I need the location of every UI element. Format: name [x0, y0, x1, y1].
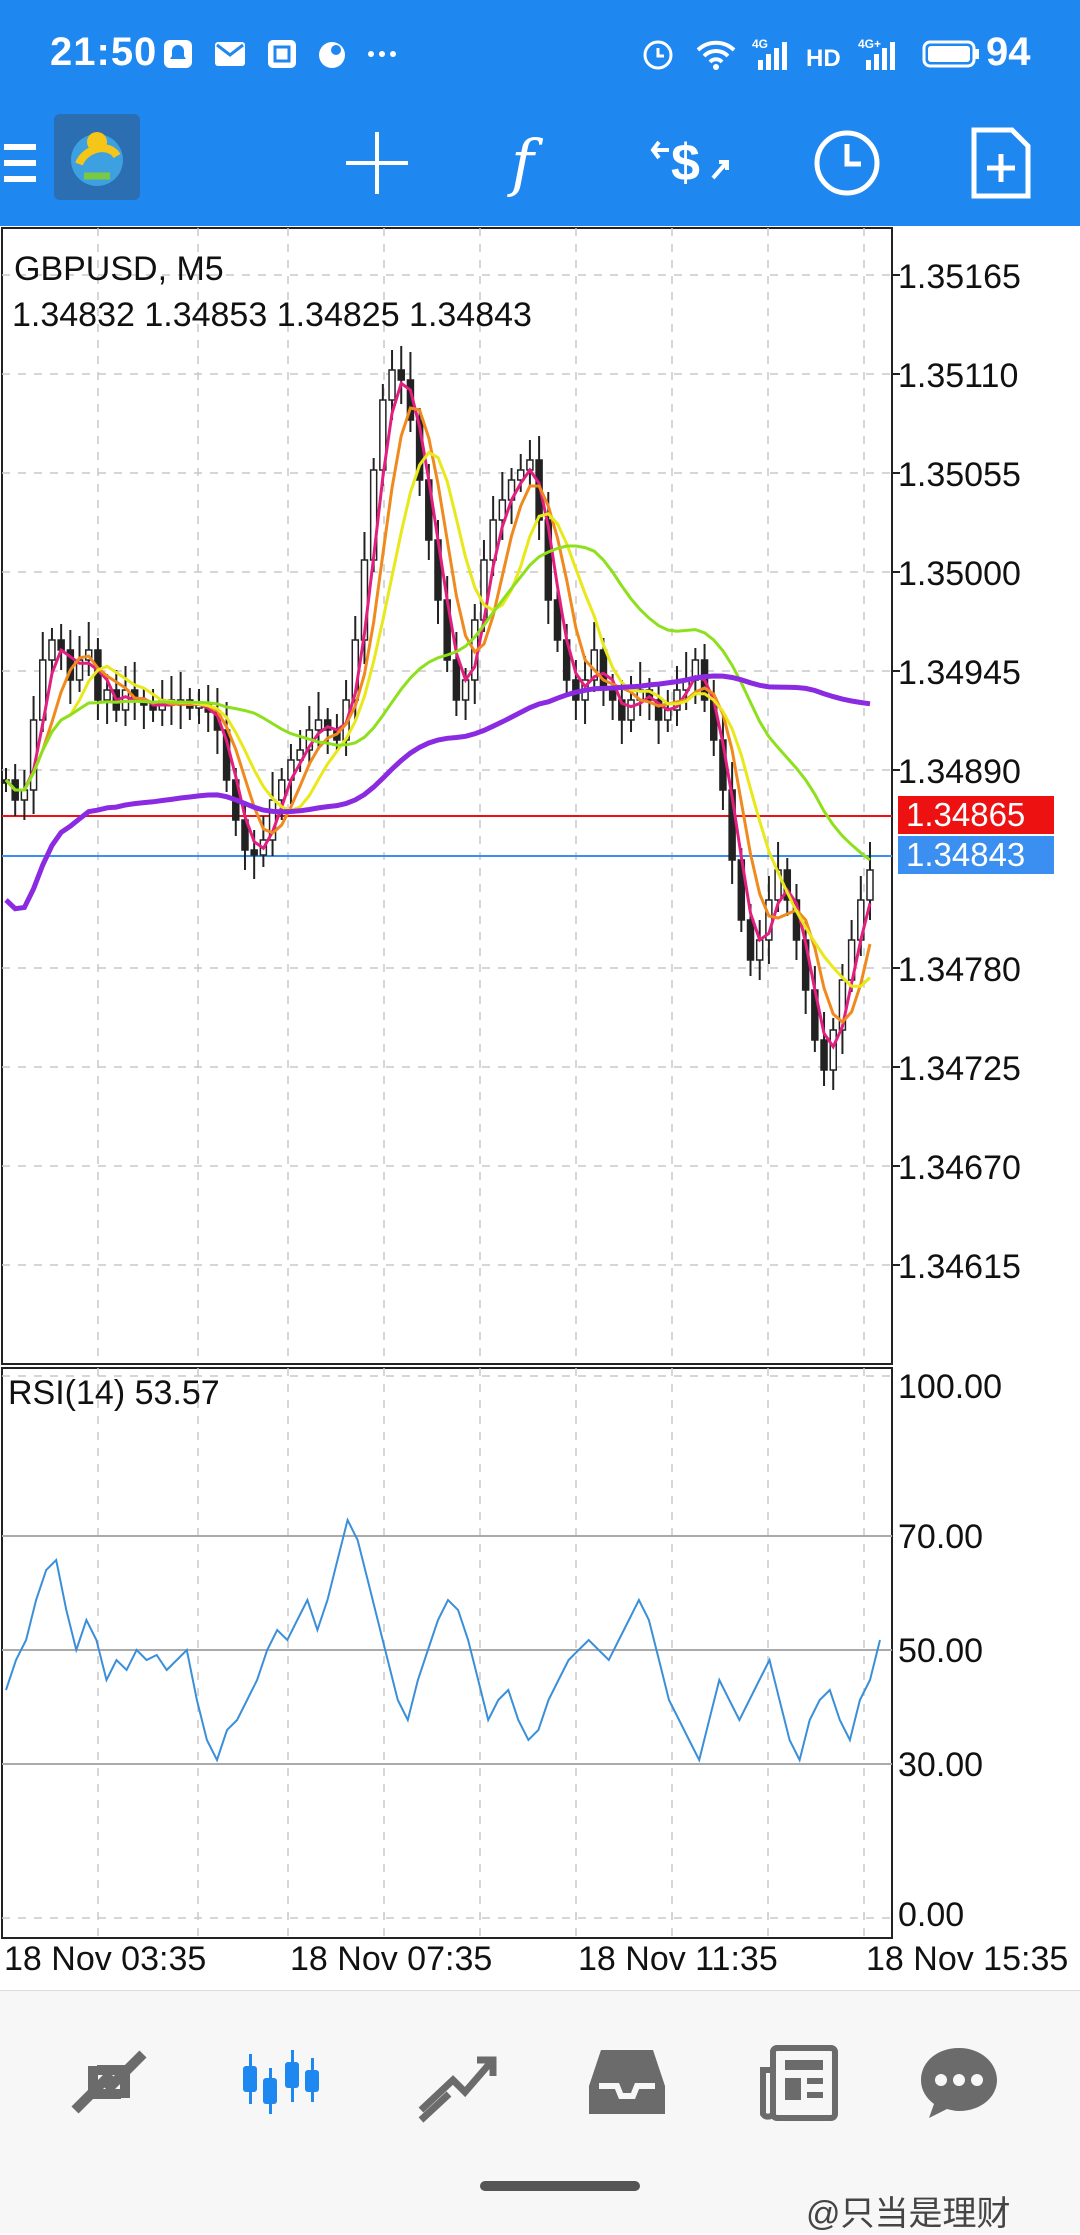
candle-body [277, 779, 286, 801]
candles-icon [243, 2050, 319, 2114]
price-tick: 1.34670 [898, 1149, 1021, 1187]
history-tab[interactable] [572, 2027, 682, 2137]
crosshair-icon[interactable] [332, 118, 422, 208]
function-icon[interactable]: f [488, 118, 578, 208]
clock-icon[interactable] [802, 118, 892, 208]
price-tick: 1.35110 [898, 357, 1019, 395]
home-indicator[interactable] [480, 2181, 640, 2191]
symbol-title: GBPUSD, M5 [14, 250, 224, 288]
chart-tab[interactable] [226, 2027, 336, 2137]
battery-icon [922, 40, 979, 68]
candle-body [553, 599, 562, 641]
status-time: 21:50 [50, 30, 158, 74]
candle-body [397, 369, 405, 381]
inbox-icon [589, 2050, 665, 2114]
candle-body [820, 1039, 828, 1071]
top-bar: 21:50 4G HD 4G+ 94 f $ [0, 0, 1080, 226]
candle-body [516, 469, 525, 481]
candle-body [314, 719, 323, 731]
time-label: 18 Nov 03:35 [4, 1940, 207, 1978]
news-icon [760, 2045, 838, 2121]
candle-body [103, 689, 111, 701]
svg-text:4G: 4G [752, 37, 768, 51]
candle-body [599, 649, 608, 691]
signal-4g-plus-icon: 4G+ [858, 37, 895, 70]
chart-area[interactable]: GBPUSD, M5 1.34832 1.34853 1.34825 1.348… [0, 226, 1080, 1990]
rsi-tick: 0.00 [898, 1896, 965, 1934]
chat-tab[interactable] [904, 2027, 1014, 2137]
svg-text:f: f [507, 128, 544, 198]
more-icon [368, 51, 396, 57]
signal-4g-icon: 4G [752, 37, 787, 70]
candle-body [654, 699, 663, 721]
time-label: 18 Nov 11:35 [578, 1940, 778, 1978]
main-pane-frame [1, 227, 893, 1365]
trend-icon [418, 2056, 497, 2123]
candle-body [829, 1029, 837, 1071]
candle-body [498, 499, 507, 521]
svg-text:$: $ [671, 134, 700, 192]
rsi-tick: 100.00 [898, 1368, 1002, 1406]
price-tick: 1.34890 [898, 753, 1021, 791]
alarm-icon [643, 40, 673, 70]
candle-body [627, 699, 635, 721]
bid-price-tag: 1.34843 [898, 836, 1054, 874]
price-tick: 1.34615 [898, 1248, 1021, 1286]
wifi-icon [696, 40, 736, 70]
rsi-tick: 30.00 [898, 1746, 984, 1784]
candle-body [461, 679, 470, 701]
price-tick: 1.34725 [898, 1050, 1021, 1088]
mail-icon [215, 42, 245, 66]
time-label: 18 Nov 07:35 [290, 1940, 493, 1978]
rsi-pane-frame [1, 1367, 893, 1939]
moving-average-line [4, 450, 872, 988]
candle-body [746, 919, 755, 961]
arrows-icon [71, 2050, 147, 2114]
candle-body [388, 369, 396, 401]
candle-body [48, 639, 56, 661]
candle-body [755, 939, 764, 961]
status-bar: 21:50 4G HD 4G+ 94 [0, 0, 1080, 108]
rsi-tick: 70.00 [898, 1518, 984, 1556]
price-tick: 1.35165 [898, 258, 1021, 296]
app-logo[interactable] [52, 112, 142, 202]
svg-text:4G+: 4G+ [858, 37, 881, 51]
price-tick: 1.35055 [898, 456, 1021, 494]
moving-average-line [4, 544, 871, 862]
watermark: @只当是理财 [806, 2195, 1011, 2233]
rsi-title: RSI(14) 53.57 [8, 1374, 220, 1412]
price-tick: 1.35000 [898, 555, 1021, 593]
cloud-icon [319, 42, 345, 68]
hd-icon: HD [806, 45, 841, 72]
rsi-line [5, 1517, 881, 1763]
candle-body [608, 689, 617, 701]
rsi-tick: 50.00 [898, 1632, 984, 1670]
app-icon [268, 40, 296, 68]
ohlc-values: 1.34832 1.34853 1.34825 1.34843 [12, 296, 532, 334]
battery-level: 94 [986, 30, 1031, 74]
candle-body [323, 719, 332, 731]
candle-body [94, 649, 102, 701]
trade-tab[interactable] [400, 2027, 510, 2137]
new-order-icon[interactable] [956, 118, 1046, 208]
chart-toolbar: f $ [0, 108, 1080, 226]
candle-body [866, 869, 874, 901]
menu-icon[interactable] [0, 118, 40, 208]
trade-icon[interactable]: $ [646, 118, 736, 208]
chat-icon [921, 2048, 997, 2118]
bottom-navigation [0, 1990, 1080, 2233]
ask-price-tag: 1.34865 [898, 796, 1054, 834]
quotes-tab[interactable] [54, 2027, 164, 2137]
candle-body [452, 659, 461, 701]
notification-icon [164, 40, 192, 68]
candle-body [250, 849, 258, 856]
price-chart-svg[interactable] [0, 226, 1080, 1990]
news-tab[interactable] [744, 2027, 854, 2137]
price-tick: 1.34780 [898, 951, 1021, 989]
price-tick: 1.34945 [898, 654, 1021, 692]
moving-average-line [4, 673, 871, 912]
svg-text:HD: HD [806, 45, 841, 72]
time-label: 18 Nov 15:35 [866, 1940, 1069, 1978]
